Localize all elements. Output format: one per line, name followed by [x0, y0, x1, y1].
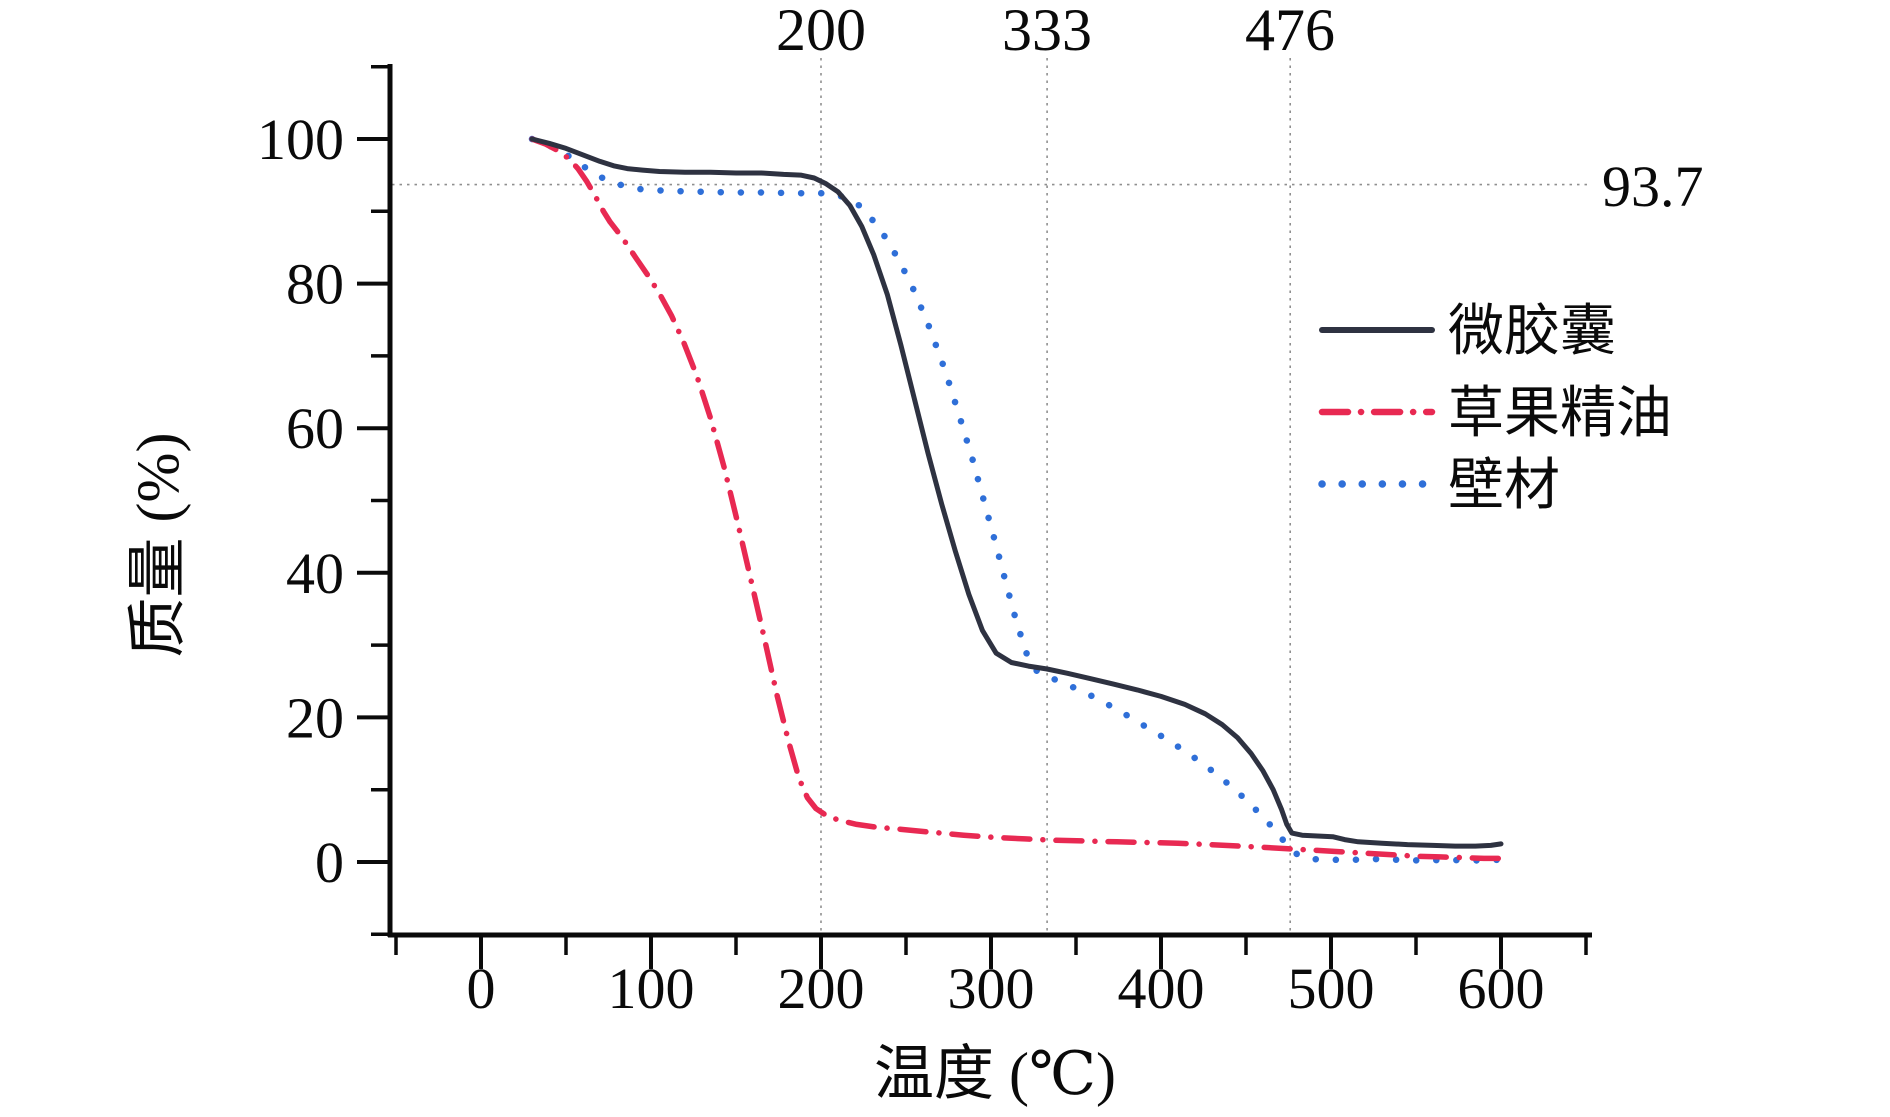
x-tick-label-100: 100	[608, 956, 695, 1021]
y-tick-label-0: 0	[315, 830, 344, 895]
x-tick-label-200: 200	[778, 956, 865, 1021]
x-tick-label-500: 500	[1288, 956, 1375, 1021]
legend-label-essential-oil: 草果精油	[1448, 383, 1672, 445]
top-marker-label-333: 333	[1002, 0, 1092, 63]
y-axis-title: 质量 (%)	[125, 433, 191, 658]
legend: 微胶囊 草果精油 壁材	[1318, 301, 1672, 517]
curve-essential-oil	[529, 136, 1504, 862]
y-tick-label-40: 40	[286, 541, 344, 606]
legend-label-wall-material: 壁材	[1448, 455, 1560, 517]
curve-microcapsule	[529, 136, 1504, 849]
curve-wall-material	[528, 135, 1505, 864]
legend-label-microcapsule: 微胶囊	[1448, 301, 1616, 363]
y-tick-label-20: 20	[286, 685, 344, 750]
x-tick-label-300: 300	[948, 956, 1035, 1021]
reference-lines	[392, 58, 1592, 933]
y-tick-label-60: 60	[286, 396, 344, 461]
y-tick-label-80: 80	[286, 252, 344, 317]
top-marker-label-200: 200	[776, 0, 866, 63]
x-tick-label-0: 0	[467, 956, 496, 1021]
residual-mass-annotation: 93.7	[1602, 154, 1704, 219]
x-tick-label-400: 400	[1118, 956, 1205, 1021]
top-marker-label-476: 476	[1245, 0, 1335, 63]
x-axis-title: 温度 (℃)	[874, 1041, 1116, 1107]
x-tick-label-600: 600	[1458, 956, 1545, 1021]
axes-and-ticks: 0 20 40 60 80 100 0 100 200 300 400 500 600	[257, 64, 1592, 1021]
y-tick-label-100: 100	[257, 107, 344, 172]
curves	[528, 135, 1505, 864]
